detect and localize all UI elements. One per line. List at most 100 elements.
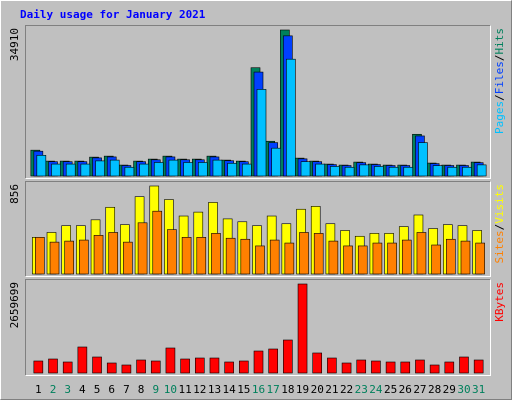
bar: [256, 89, 267, 177]
bar: [374, 166, 384, 177]
bar: [418, 142, 428, 177]
legend: Sites/Visits: [493, 184, 506, 264]
x-tick-label: 22: [340, 383, 353, 396]
bar: [136, 359, 146, 374]
bar: [357, 245, 368, 275]
legend-entry: Hits: [493, 28, 506, 55]
bar: [212, 159, 223, 177]
bar: [64, 240, 74, 275]
bar: [356, 359, 367, 374]
x-tick-label: 18: [281, 383, 294, 396]
bar: [181, 236, 192, 275]
bar: [95, 160, 105, 177]
panel-border-dark: [25, 279, 491, 376]
bar: [209, 357, 220, 374]
x-tick-label: 27: [413, 383, 426, 396]
bar: [93, 235, 104, 275]
bar: [224, 361, 234, 374]
bar: [400, 361, 411, 374]
bar: [475, 242, 485, 275]
bar: [62, 361, 73, 374]
bar: [227, 162, 237, 177]
bar: [197, 162, 208, 177]
bar: [473, 359, 484, 374]
x-tick-label: 2: [50, 383, 57, 396]
x-tick-label: 20: [311, 383, 324, 396]
bar: [312, 352, 323, 374]
panel-border-dark: [25, 25, 491, 179]
bar: [80, 163, 91, 177]
bar: [48, 358, 58, 374]
bar: [168, 159, 179, 177]
x-tick-label: 12: [193, 383, 206, 396]
bar: [444, 361, 455, 374]
x-tick-label: 25: [384, 383, 397, 396]
x-tick-label: 5: [94, 383, 101, 396]
bar: [447, 166, 458, 177]
bar: [459, 356, 469, 374]
bar: [286, 58, 296, 177]
bar: [35, 236, 45, 275]
bar: [315, 163, 326, 177]
legend-separator: /: [493, 55, 506, 62]
bar: [330, 166, 340, 177]
legend-entry: KBytes: [493, 282, 506, 322]
bar: [416, 232, 427, 275]
panel-border-light: [25, 25, 491, 179]
x-tick-label: 28: [428, 383, 441, 396]
bar: [165, 347, 176, 374]
bar: [388, 166, 399, 177]
bar: [476, 164, 487, 177]
bar: [271, 147, 281, 177]
bar: [385, 361, 396, 374]
bar: [153, 162, 164, 177]
x-tick-label: 11: [178, 383, 191, 396]
x-tick-label: 8: [138, 383, 145, 396]
panel-border-dark: [25, 181, 491, 277]
bar: [359, 164, 370, 177]
x-tick-label: 13: [208, 383, 221, 396]
bar: [341, 362, 352, 374]
x-tick-label: 10: [164, 383, 177, 396]
legend-entry: Visits: [493, 184, 506, 224]
bar: [387, 242, 397, 275]
chart-title: Daily usage for January 2021: [20, 8, 206, 21]
y-tick-label: 2659699: [8, 282, 21, 328]
x-tick-label: 30: [457, 383, 470, 396]
bar: [152, 210, 163, 275]
bar: [343, 245, 353, 275]
bar: [432, 165, 443, 177]
bar: [77, 346, 88, 374]
x-tick-label: 9: [152, 383, 159, 396]
bar: [167, 229, 177, 275]
y-tick-label: 34910: [8, 28, 21, 61]
bar: [269, 239, 280, 275]
x-tick-label: 17: [267, 383, 280, 396]
bar: [108, 232, 119, 275]
bar: [124, 166, 135, 177]
bar: [255, 245, 265, 275]
bar: [283, 339, 293, 374]
bar: [194, 357, 205, 374]
bar: [211, 233, 221, 275]
legend-separator: /: [493, 94, 506, 101]
x-tick-label: 4: [79, 383, 86, 396]
bar: [137, 222, 148, 275]
x-tick-label: 21: [325, 383, 338, 396]
x-tick-label: 6: [108, 383, 115, 396]
bar: [239, 360, 249, 374]
x-tick-label: 29: [443, 383, 456, 396]
bar: [328, 240, 339, 275]
bar: [36, 155, 47, 177]
bar: [371, 360, 381, 374]
bar: [299, 232, 309, 275]
bar: [401, 239, 412, 275]
x-tick-label: 1: [35, 383, 42, 396]
bar: [313, 233, 324, 275]
bar: [242, 163, 252, 177]
x-tick-label: 19: [296, 383, 309, 396]
bar: [253, 350, 264, 374]
x-tick-label: 23: [355, 383, 368, 396]
bar: [284, 242, 295, 275]
x-tick-label: 7: [123, 383, 130, 396]
